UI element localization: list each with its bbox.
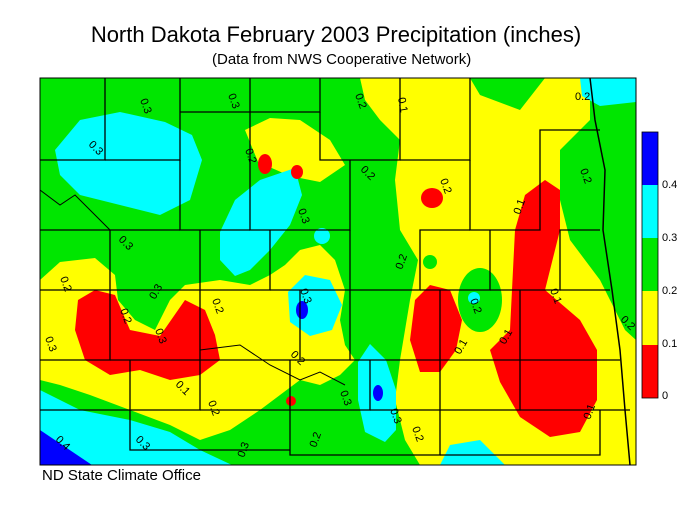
region-0.3-0.4 (468, 292, 480, 304)
legend-swatch-0.1 (642, 291, 658, 345)
contour-label: 0.3 (137, 97, 154, 115)
contour-label: 0.2 (409, 425, 426, 443)
region-0.3-0.4 (314, 228, 330, 244)
contour-label: 0.2 (577, 167, 594, 185)
contour-label: 0.3 (295, 207, 312, 225)
contour-label: 0.2 (467, 297, 484, 315)
region-0-0.1 (490, 180, 597, 437)
legend-label: 0.1 (662, 338, 678, 350)
contour-label: 0.3 (42, 335, 59, 353)
legend-swatch-0.4+ (642, 132, 658, 185)
contour-label: 0.1 (395, 96, 409, 113)
county-boundaries (40, 78, 631, 465)
contour-label: 0.2 (242, 147, 259, 165)
contour-label: 0.2 (394, 253, 411, 271)
region-0-0.1 (291, 165, 303, 179)
credit-text: ND State Climate Office (42, 467, 201, 484)
region-0-0.1 (410, 285, 462, 372)
map-subtitle: (Data from NWS Cooperative Network) (212, 51, 472, 68)
contour-label: 0.1 (512, 198, 529, 216)
contour-label: 0.2 (57, 275, 74, 293)
contour-label: 0.3 (236, 441, 253, 459)
contour-label: 0.2 (205, 399, 222, 417)
contour-label: 0.2 (437, 177, 454, 195)
legend-label: 0.3 (662, 232, 678, 244)
region-above-0.4 (373, 385, 383, 401)
legend-label: 0 (662, 390, 669, 402)
contour-label: 0.3 (225, 92, 242, 110)
contour-label: 0.2 (352, 92, 369, 110)
region-0.2-0.3 (458, 268, 502, 332)
contour-label: 0.3 (387, 407, 404, 425)
region-0.3-0.4 (580, 78, 636, 106)
map-border (39, 77, 637, 466)
region-0.3-0.4 (55, 112, 202, 215)
region-0-0.1 (421, 188, 443, 208)
contour-label: 0.2 (209, 297, 226, 315)
region-0.3-0.4 (40, 390, 232, 465)
legend-swatch-0.3 (642, 185, 658, 238)
contour-label: 0.2 (575, 91, 590, 103)
region-above-0.4 (296, 301, 308, 319)
region-above-0.4 (40, 430, 92, 465)
contour-label: 0.2 (117, 307, 134, 325)
contour-label: 0.1 (547, 287, 564, 305)
legend-label: 0.4 (662, 179, 678, 191)
map-title: North Dakota February 2003 Precipitation… (90, 22, 582, 47)
legend-swatch-0.2 (642, 238, 658, 291)
region-0-0.1 (286, 396, 296, 406)
contour-label: 0.3 (337, 389, 354, 407)
contour-label: 0.2 (308, 431, 325, 449)
contour-label: 0.3 (297, 287, 314, 305)
legend-colorbar (641, 131, 659, 399)
region-0.3-0.4 (440, 440, 505, 465)
legend-label: 0.2 (662, 285, 678, 297)
contour-labels: 0.3 0.3 0.2 0.1 0.3 0.3 0.2 0.2 0.3 0.3 0.2 0.2 0.2 0… (42, 91, 637, 459)
contour-label: 0.3 (152, 327, 169, 345)
region-0.2-0.3 (423, 255, 437, 269)
legend-swatch-0 (642, 345, 658, 398)
contour-fills (40, 78, 636, 465)
region-0-0.1 (75, 290, 220, 380)
region-0.3-0.4 (220, 168, 302, 276)
region-0-0.1 (258, 154, 272, 174)
contour-label: 0.1 (582, 403, 599, 421)
